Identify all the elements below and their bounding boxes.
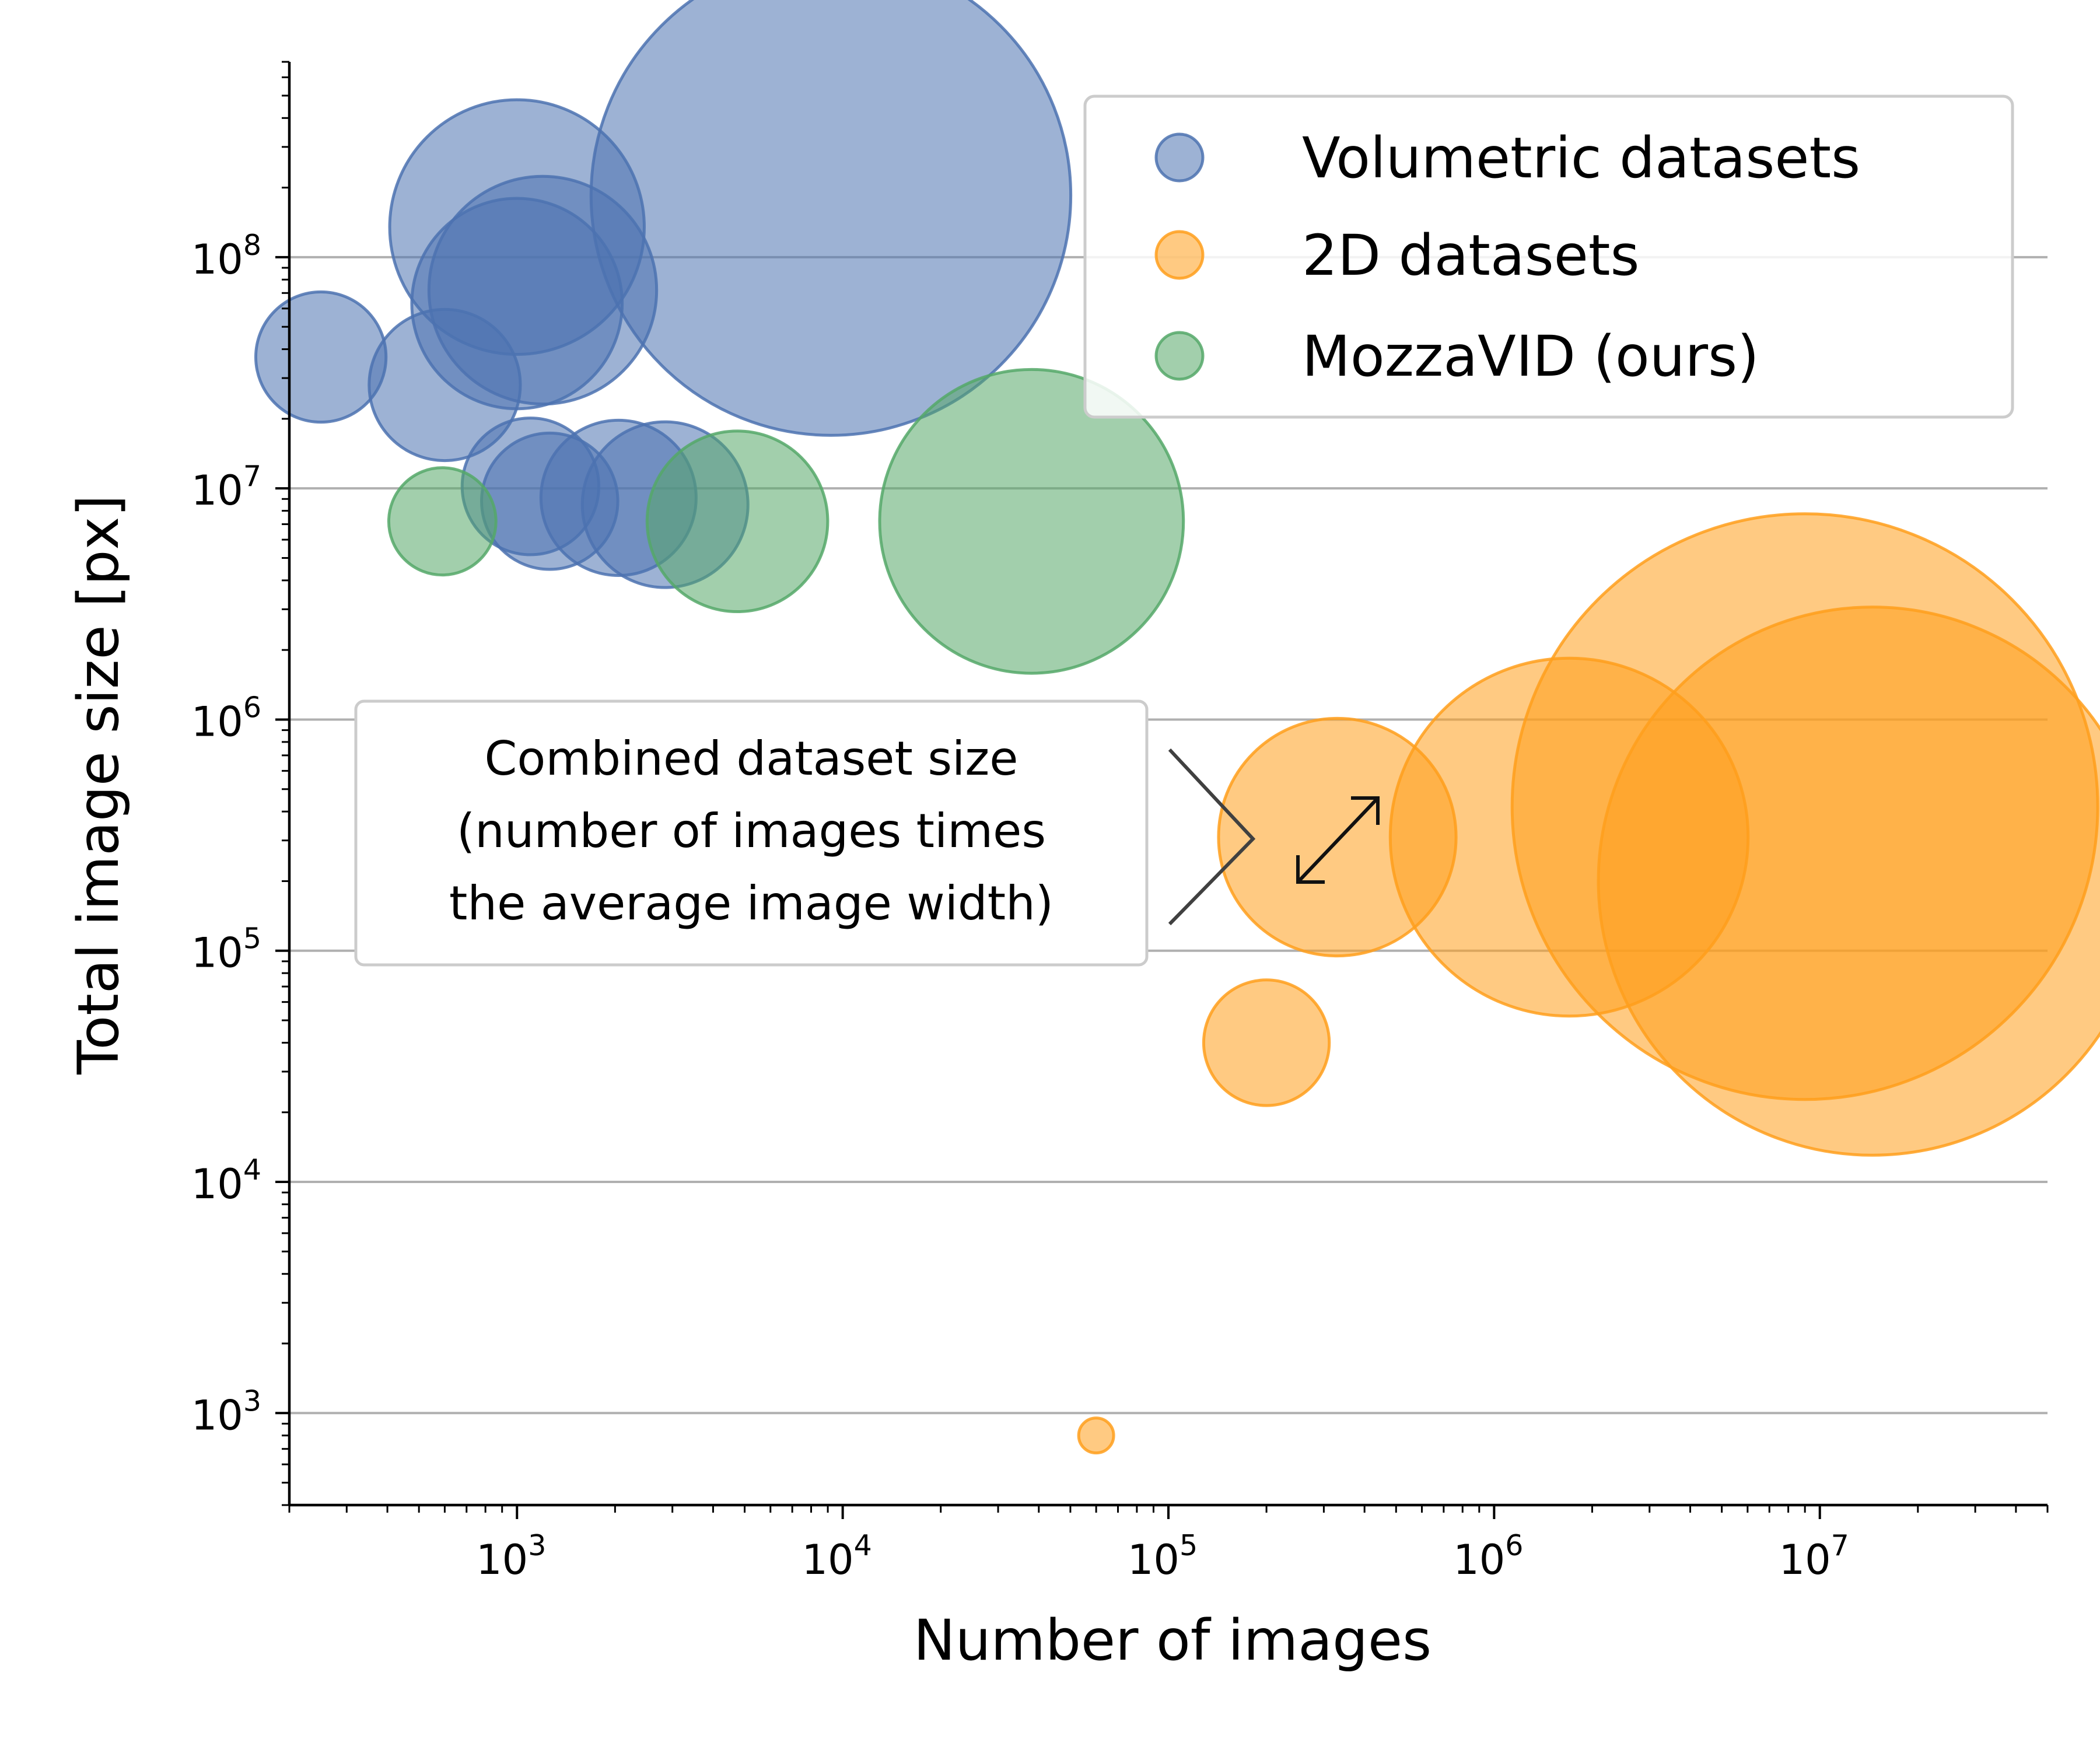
y-axis-title: Total image size [px] [66,495,131,1075]
legend-marker [1154,230,1205,280]
legend-marker [1154,132,1205,183]
data-point [1202,978,1331,1107]
legend-label: Volumetric datasets [1302,125,1860,191]
data-point [387,466,498,577]
data-point [1597,606,2100,1157]
y-tick-label: 107 [191,460,261,515]
data-point [589,0,1072,437]
x-tick-label: 105 [1128,1529,1198,1584]
y-tick-label: 104 [191,1153,261,1208]
data-point [1077,1416,1115,1455]
annotation-box [354,699,1149,967]
annotation-line: the average image width) [449,876,1054,930]
legend-box [1083,95,2014,419]
axes-layer: 103 104 105 106 107 103 104 105 106 107 108 [191,61,2049,1584]
x-tick-label: 106 [1453,1529,1523,1584]
diameter-arrow-line [1296,796,1380,884]
legend-label: MozzaVID (ours) [1302,324,1759,389]
data-layer [254,0,2100,1455]
data-point [254,290,388,424]
x-tick-label: 107 [1779,1529,1849,1584]
x-tick-label: 103 [476,1529,546,1584]
y-tick-label: 103 [191,1384,261,1439]
legend-layer: Volumetric datasets 2D datasets MozzaVID (… [1083,95,2014,419]
x-axis-title: Number of images [914,1608,1432,1673]
data-point [645,429,830,614]
legend-marker [1154,331,1205,381]
y-tick-label: 108 [191,229,261,284]
arrowhead-down [1296,855,1325,884]
annotation-bracket [1168,748,1256,926]
annotation-line: Combined dataset size [485,732,1019,786]
x-tick-label: 104 [802,1529,872,1584]
y-tick-label: 106 [191,691,261,746]
data-point [878,368,1185,675]
annotation-layer: Combined dataset size (number of images t… [354,699,1380,967]
annotation-line: (number of images times [457,804,1046,858]
legend-label: 2D datasets [1302,223,1639,288]
y-tick-label: 105 [191,922,261,977]
arrowhead-up [1351,796,1380,825]
